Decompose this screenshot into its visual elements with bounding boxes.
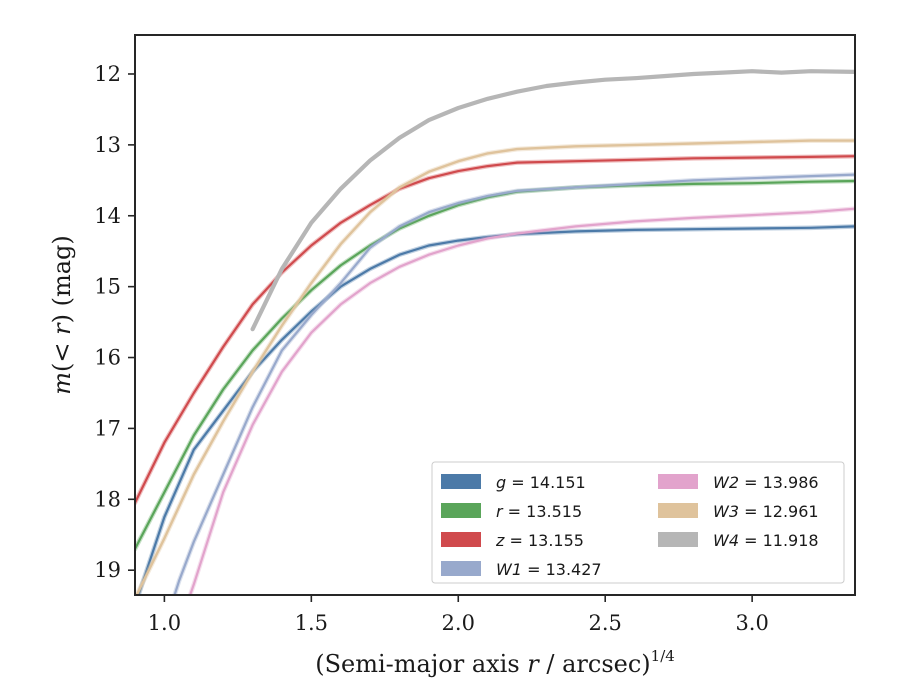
x-tick-label: 3.0 [735,611,768,635]
y-tick-label: 17 [94,416,121,440]
legend-entry-g: g = 14.151 [441,473,586,492]
series-z-line [135,155,855,504]
legend-swatch-z [441,532,481,547]
legend-swatch-w4 [658,532,698,547]
legend-swatch-w2 [658,474,698,489]
series-w3-line [135,139,855,595]
series-w4 [250,69,855,332]
legend-swatch-g [441,474,481,489]
y-axis-label-main: m [48,372,76,395]
x-axis-label-main: (Semi-major axis [315,650,527,678]
x-axis-label: (Semi-major axis r / arcsec)1/4 [315,647,675,678]
legend-label-w1: W1 = 13.427 [496,560,602,579]
x-axis-ticks: 1.0 1.5 2.0 2.5 3.0 [148,595,769,635]
legend-entry-r: r = 13.515 [441,502,582,521]
legend-label-w4: W4 = 11.918 [713,531,819,550]
legend-label-w2: W2 = 13.986 [713,473,819,492]
legend-entry-w3: W3 = 12.961 [658,502,819,521]
y-axis-label-tail: ) (mag) [48,235,76,323]
legend-swatch-w3 [658,503,698,518]
y-tick-label: 18 [94,487,121,511]
legend-entry-w1: W1 = 13.427 [441,560,602,579]
x-axis-label-tail: / arcsec) [539,650,651,678]
y-axis-label: m(< r) (mag) [48,235,76,395]
x-tick-label: 1.5 [295,611,328,635]
legend-entry-w2: W2 = 13.986 [658,473,819,492]
legend-box [431,461,845,584]
x-tick-label: 2.0 [442,611,475,635]
legend-swatch-w1 [441,561,481,576]
series-g [136,224,855,595]
legend-label-r: r = 13.515 [496,502,582,521]
x-axis-label-var: r [527,650,540,678]
series-w2 [187,206,855,595]
series-w2-line [188,207,855,595]
y-tick-label: 16 [94,346,121,370]
legend-swatch-r [441,503,481,518]
series-g-line [137,225,855,595]
series-w3 [135,138,855,595]
legend-label-z: z = 13.155 [495,531,584,550]
legend-label-g: g = 14.151 [496,473,586,492]
plot-frame [134,34,856,596]
y-axis-ticks: 12 13 14 15 16 17 18 19 [94,62,135,582]
legend: g = 14.151 r = 13.515 z = 13.155 W1 = 13.42… [431,461,845,584]
y-tick-label: 19 [94,558,121,582]
series-r-line [135,179,855,550]
legend-entry-z: z = 13.155 [441,531,584,550]
legend-label-w3: W3 = 12.961 [713,502,819,521]
series-w1-line [173,173,855,595]
series-z [135,153,855,506]
y-tick-label: 14 [94,204,121,228]
y-tick-label: 13 [94,133,121,157]
legend-entry-w4: W4 = 11.918 [658,531,819,550]
y-tick-label: 12 [94,62,121,86]
x-axis-label-exp: 1/4 [651,647,675,665]
series-w4-line [250,69,855,332]
x-tick-label: 1.0 [148,611,181,635]
y-axis-label-paren: (< [48,335,76,372]
x-tick-label: 2.5 [589,611,622,635]
y-axis-label-var: r [48,322,76,335]
series-r [135,178,855,552]
series-w1 [172,172,855,595]
series-layer [135,69,855,595]
y-tick-label: 15 [94,275,121,299]
